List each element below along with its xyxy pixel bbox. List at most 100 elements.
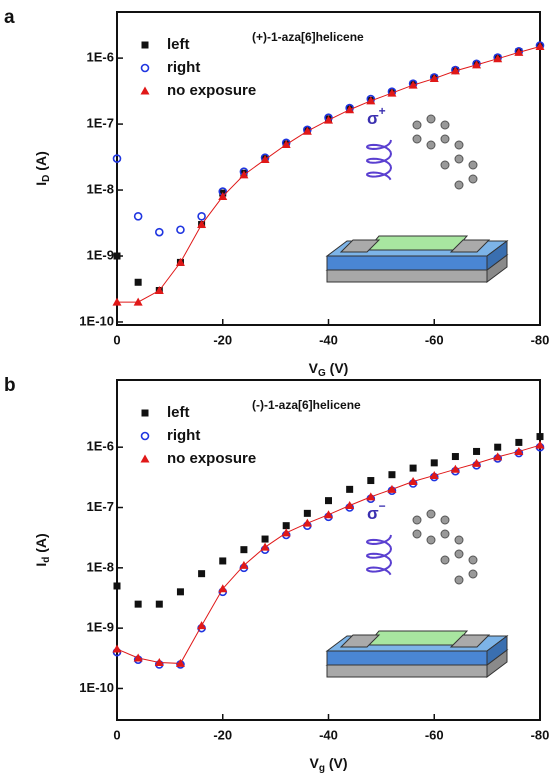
dielectric-front [326,255,488,271]
point [429,470,439,479]
annotation: σ− [367,499,386,523]
point [494,443,502,451]
atom [440,160,450,170]
point [429,74,439,83]
panel-label: a [4,7,15,28]
point [450,464,460,473]
point [388,471,396,479]
atom [412,120,422,130]
atom [468,160,478,170]
light-spiral [365,139,393,181]
legend-label: no exposure [167,82,256,99]
x-label-part: (V) [325,755,348,771]
point [366,96,376,105]
annotation-part: σ [367,109,379,128]
point [367,477,375,485]
point [514,446,524,455]
point [282,522,290,530]
annotation-part: − [379,499,386,513]
point [219,557,227,565]
point [140,86,150,95]
point [140,63,150,73]
atom [468,555,478,565]
point [493,452,503,461]
y-axis-label: Id (A) [33,533,52,566]
point [536,433,544,441]
atom [440,529,450,539]
point [134,278,142,286]
point [175,257,185,266]
point [240,546,248,554]
point [281,140,291,149]
x-label-part: V [309,360,319,376]
atom [426,140,436,150]
atom [440,555,450,565]
point [176,225,185,235]
dielectric-side [486,240,508,271]
point [197,211,206,221]
point [154,286,164,295]
point [408,476,418,485]
y-tick-label: 1E-6 [87,50,114,65]
point [325,497,332,505]
point [303,509,311,517]
point [302,126,312,135]
atom [412,529,422,539]
point [133,653,143,662]
chart-title: (+)-1-aza[6]helicene [252,30,364,44]
point [154,657,164,666]
dielectric-side [486,635,508,666]
y-label-part: D [41,175,52,182]
point [176,588,184,596]
point [281,528,291,537]
point [472,458,482,467]
y-label-part: (A) [33,151,49,174]
point [515,438,523,446]
point [345,105,355,114]
point [197,621,207,630]
y-label-part: (A) [33,533,49,556]
point [113,582,121,590]
x-label-part: (V) [326,360,349,376]
atom [412,134,422,144]
point [175,658,185,667]
x-axis-label: VG (V) [309,360,349,379]
substrate-front [326,269,488,283]
point [473,447,481,455]
y-label-part: I [33,563,49,567]
atom [454,575,464,585]
atom [454,154,464,164]
point [346,485,354,493]
point [514,47,524,56]
point [140,431,150,441]
point [409,464,417,472]
film [365,235,469,251]
point [141,41,149,49]
annotation-part: + [379,104,386,118]
atom [426,114,436,124]
point [535,41,545,50]
electrode [449,634,491,648]
annotation-part: σ [367,504,379,523]
point [197,220,207,229]
point [133,297,143,306]
point [239,170,249,179]
y-label-part: d [41,557,52,563]
y-tick-label: 1E-9 [87,247,114,262]
point [408,80,418,89]
point [112,154,122,163]
point [260,542,270,551]
atom [454,140,464,150]
electrode [449,239,491,253]
point [387,88,397,97]
atom [426,535,436,545]
point [493,54,503,63]
point [239,560,249,569]
atom [454,549,464,559]
point [450,66,460,75]
atom [412,515,422,525]
point [260,155,270,164]
device-inset [325,630,509,678]
device-inset [325,235,509,283]
x-tick-label: -20 [213,332,232,347]
